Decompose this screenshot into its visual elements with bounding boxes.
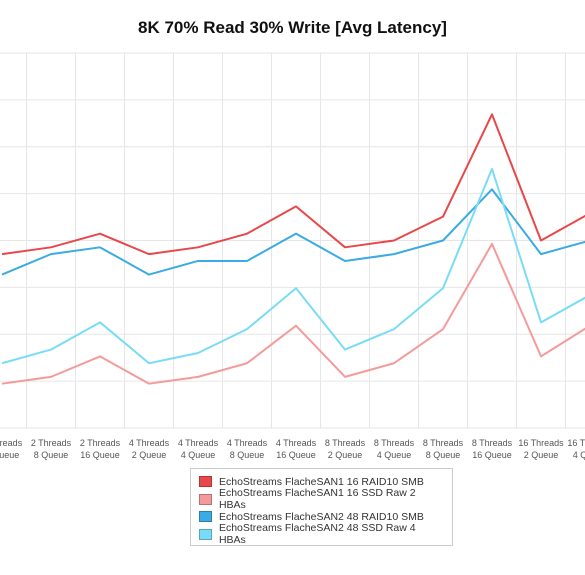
- legend-swatch: [199, 511, 212, 523]
- legend-item-2: EchoStreams FlacheSAN1 16 SSD Raw 2 HBAs: [199, 487, 444, 511]
- legend-label: EchoStreams FlacheSAN1 16 SSD Raw 2 HBAs: [218, 487, 416, 512]
- x-tick-label: 8 Threads 4 Queue: [374, 438, 415, 460]
- legend-swatch: [199, 476, 212, 488]
- legend-swatch: [199, 528, 212, 540]
- chart-series: [1, 113, 585, 385]
- series-line-3: [1, 188, 585, 276]
- x-tick-label: 2 Threads 8 Queue: [31, 438, 72, 460]
- x-tick-label: 4 Threads 16 Queue: [276, 438, 317, 460]
- legend-label: EchoStreams FlacheSAN2 48 SSD Raw 4 HBAs: [218, 522, 416, 547]
- chart-title: 8K 70% Read 30% Write [Avg Latency]: [138, 18, 447, 37]
- chart-legend: EchoStreams FlacheSAN1 16 RAID10 SMB Echo…: [190, 468, 453, 546]
- x-tick-label: 16 Threads 2 Queue: [518, 438, 564, 460]
- legend-label: EchoStreams FlacheSAN1 16 RAID10 SMB: [219, 475, 424, 488]
- legend-swatch: [199, 493, 212, 505]
- x-tick-label: 8 Threads 16 Queue: [472, 438, 513, 460]
- chart-grid: [0, 52, 585, 429]
- series-line-2: [1, 242, 585, 385]
- legend-label: EchoStreams FlacheSAN2 48 RAID10 SMB: [219, 510, 424, 523]
- x-tick-label: 4 Threads 4 Queue: [178, 438, 219, 460]
- legend-item-4: EchoStreams FlacheSAN2 48 SSD Raw 4 HBAs: [199, 522, 444, 546]
- legend-item-3: EchoStreams FlacheSAN2 48 RAID10 SMB: [199, 508, 444, 526]
- legend-item-1: EchoStreams FlacheSAN1 16 RAID10 SMB: [199, 473, 444, 491]
- series-line-1: [1, 113, 585, 256]
- x-tick-label: 4 Threads 2 Queue: [129, 438, 170, 460]
- x-tick-label: 4 Threads 8 Queue: [227, 438, 268, 460]
- x-tick-label: 2 Threads 16 Queue: [80, 438, 121, 460]
- x-tick-label: 8 Threads 8 Queue: [423, 438, 464, 460]
- x-tick-label: 8 Threads 2 Queue: [325, 438, 366, 460]
- series-line-4: [1, 167, 585, 365]
